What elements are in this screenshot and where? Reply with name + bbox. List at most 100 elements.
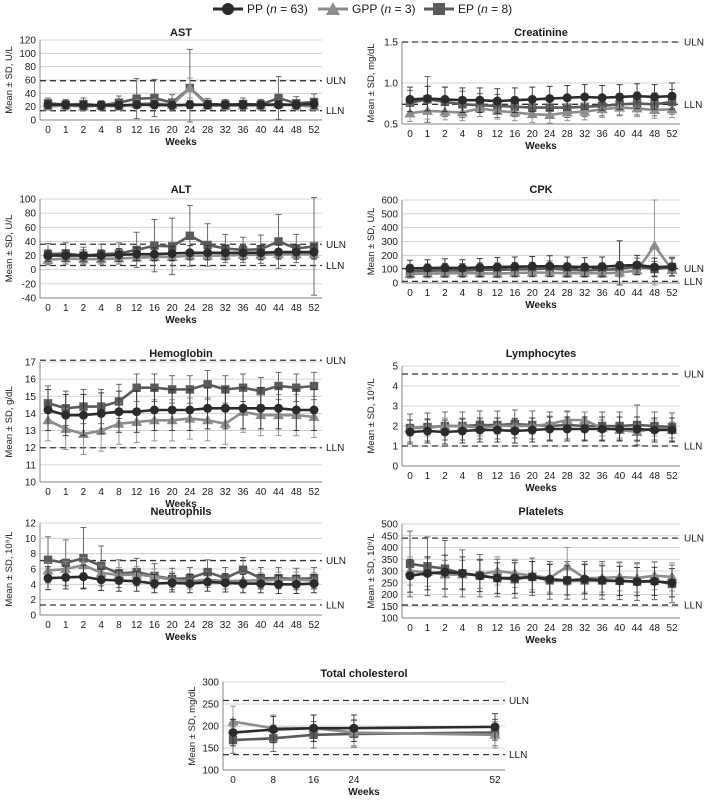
data-point — [96, 100, 106, 110]
x-tick-label: 48 — [649, 288, 661, 299]
series-line-pp — [409, 570, 673, 585]
y-tick-label: 500 — [381, 209, 398, 220]
data-point — [149, 100, 159, 110]
data-point — [405, 427, 415, 437]
data-point — [492, 573, 502, 583]
uln-label: ULN — [326, 356, 346, 367]
series-pp — [405, 416, 677, 445]
chart-title-alt: ALT — [171, 184, 192, 196]
y-tick-label: 100 — [202, 766, 219, 777]
data-point — [597, 424, 607, 434]
data-point — [597, 262, 607, 272]
x-axis-label: Weeks — [165, 632, 197, 643]
data-point — [309, 247, 319, 257]
data-point — [203, 240, 212, 250]
data-point — [580, 424, 590, 434]
data-point — [203, 403, 213, 413]
data-point — [114, 576, 124, 585]
x-tick-label: 12 — [492, 129, 504, 140]
y-tick-label: 100 — [381, 614, 398, 625]
x-tick-label: 0 — [230, 775, 236, 786]
x-tick-label: 28 — [562, 288, 574, 299]
x-tick-label: 48 — [291, 487, 303, 498]
x-tick-label: 20 — [527, 288, 539, 299]
y-tick-label: 350 — [381, 555, 398, 566]
data-point — [43, 555, 53, 564]
series-pp — [405, 240, 677, 286]
y-tick-label: 150 — [381, 602, 398, 613]
data-point — [475, 571, 485, 581]
x-tick-label: 8 — [477, 623, 483, 634]
chart-title-platelets: Platelets — [518, 506, 563, 518]
data-point — [132, 249, 142, 259]
y-tick-label: 100 — [19, 49, 36, 60]
x-tick-label: 16 — [509, 471, 521, 482]
data-point — [274, 100, 284, 110]
x-tick-label: 28 — [562, 129, 574, 140]
y-tick-label: 15 — [25, 392, 37, 403]
y-tick-label: 6 — [30, 565, 36, 576]
y-tick-label: 14 — [25, 409, 37, 420]
x-axis-label: Weeks — [525, 300, 557, 311]
y-tick-label: 20 — [25, 102, 37, 113]
data-point — [185, 231, 195, 240]
data-point — [77, 559, 89, 570]
x-tick-label: 40 — [255, 487, 267, 498]
x-tick-label: 20 — [527, 129, 539, 140]
x-tick-label: 12 — [492, 623, 504, 634]
x-tick-label: 0 — [407, 471, 413, 482]
data-point — [650, 576, 660, 586]
x-tick-label: 1 — [425, 129, 431, 140]
x-tick-label: 4 — [98, 303, 104, 314]
y-tick-label: 0 — [392, 279, 398, 290]
data-point — [238, 579, 248, 589]
data-point — [561, 107, 573, 117]
data-point — [185, 248, 195, 258]
x-axis-label: Weeks — [525, 483, 557, 494]
lln-label: LLN — [326, 106, 344, 117]
x-tick-label: 40 — [255, 303, 267, 314]
data-point — [132, 576, 142, 586]
x-tick-label: 1 — [63, 125, 69, 136]
chart-cholesterol: Total cholesterol 100 150 200 250 300 Mean ± S… — [187, 668, 529, 798]
x-tick-label: 12 — [131, 303, 143, 314]
data-point — [562, 424, 572, 434]
x-tick-label: 36 — [597, 623, 609, 634]
series-line-pp — [47, 406, 314, 417]
y-tick-label: 400 — [381, 543, 398, 554]
x-tick-label: 52 — [308, 487, 320, 498]
y-tick-label: 40 — [25, 237, 37, 248]
data-point — [256, 403, 266, 413]
data-point — [405, 94, 415, 104]
x-tick-label: 16 — [509, 129, 521, 140]
data-point — [440, 263, 450, 273]
x-tick-label: 28 — [202, 303, 214, 314]
series-line-ep — [409, 98, 673, 109]
x-tick-label: 16 — [308, 775, 320, 786]
data-point — [405, 263, 415, 273]
data-point — [274, 381, 283, 391]
data-point — [220, 100, 230, 110]
x-tick-label: 40 — [255, 620, 267, 631]
x-tick-label: 28 — [202, 620, 214, 631]
data-point — [475, 425, 485, 435]
lln-label: LLN — [684, 601, 702, 612]
lln-label: LLN — [509, 750, 527, 761]
x-tick-label: 32 — [579, 129, 591, 140]
data-point — [510, 262, 520, 272]
y-tick-label: 4 — [30, 580, 36, 591]
series-line-gpp — [409, 243, 674, 276]
x-tick-label: 32 — [579, 471, 591, 482]
x-tick-label: 8 — [116, 303, 122, 314]
series-pp — [43, 98, 319, 110]
data-point — [291, 100, 301, 110]
data-point — [579, 106, 591, 116]
uln-label: ULN — [684, 38, 704, 49]
data-point — [545, 94, 555, 104]
data-point — [132, 100, 142, 110]
x-tick-label: 24 — [544, 129, 556, 140]
legend-item-gpp: GPP (n = 3) — [318, 1, 416, 17]
